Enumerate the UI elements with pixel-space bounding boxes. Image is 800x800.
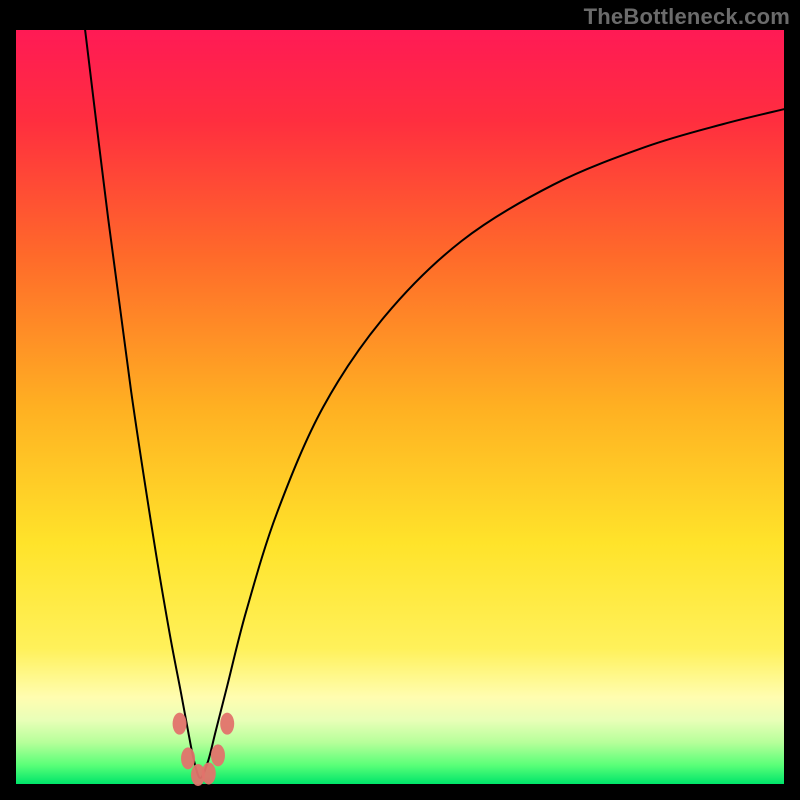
bottleneck-marker <box>181 747 195 769</box>
bottleneck-marker <box>202 762 216 784</box>
watermark-label: TheBottleneck.com <box>584 4 790 30</box>
bottleneck-marker <box>211 744 225 766</box>
plot-background <box>16 30 784 784</box>
bottleneck-chart-svg <box>0 0 800 800</box>
chart-stage: TheBottleneck.com <box>0 0 800 800</box>
bottleneck-marker <box>173 713 187 735</box>
bottleneck-marker <box>220 713 234 735</box>
